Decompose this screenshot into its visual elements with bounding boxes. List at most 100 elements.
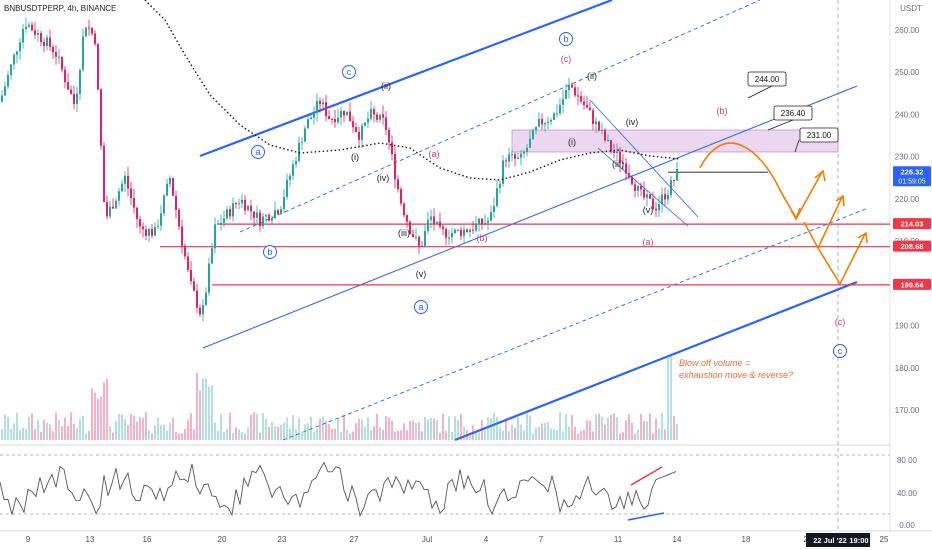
candle-body xyxy=(373,109,375,115)
volume-bar xyxy=(115,420,117,440)
candle-body xyxy=(262,216,264,227)
candle-body xyxy=(565,90,567,99)
candle-body xyxy=(109,206,111,217)
candle-body xyxy=(667,194,669,200)
volume-bar xyxy=(607,417,609,440)
candle-body xyxy=(340,110,342,118)
candle-body xyxy=(202,304,204,315)
callout-231[interactable]: 231.00 xyxy=(794,127,839,153)
candle-body xyxy=(514,154,516,159)
candle-body xyxy=(493,205,495,213)
candle-body xyxy=(568,84,570,91)
volume-bar xyxy=(661,412,663,440)
volume-bar xyxy=(112,432,114,440)
volume-bar xyxy=(649,413,651,440)
volume-bar xyxy=(136,421,138,440)
volume-bar xyxy=(43,419,45,440)
candle-body xyxy=(487,220,489,224)
time-tick-label: 23 xyxy=(278,535,287,544)
price-tick-label: 240.00 xyxy=(895,110,920,119)
wave-label-circle xyxy=(251,145,265,159)
candle-body xyxy=(664,194,666,200)
volume-bar xyxy=(370,430,372,440)
volume-bar xyxy=(298,417,300,440)
volume-bar xyxy=(334,428,336,440)
volume-bar xyxy=(349,433,351,440)
candle-body xyxy=(256,212,258,218)
candle-body xyxy=(100,89,102,146)
volume-bar xyxy=(565,414,567,440)
candle-body xyxy=(655,208,657,211)
candle-body xyxy=(73,93,75,104)
candle-body xyxy=(193,281,195,291)
volume-bar xyxy=(148,430,150,440)
price-tick-label: 180.00 xyxy=(895,364,920,373)
candle-body xyxy=(574,87,576,96)
volume-bar xyxy=(532,433,534,440)
candle-body xyxy=(244,199,246,211)
volume-bar xyxy=(295,429,297,440)
candle-body xyxy=(76,93,78,104)
candle-body xyxy=(460,229,462,236)
callout-244[interactable]: 244.00 xyxy=(747,71,787,99)
candle-body xyxy=(532,130,534,139)
candle-body xyxy=(331,118,333,120)
volume-bar xyxy=(28,416,30,440)
rsi-line xyxy=(0,461,677,518)
volume-bar xyxy=(658,428,660,440)
candle-body xyxy=(112,206,114,209)
candle-body xyxy=(319,100,321,105)
candle-body xyxy=(175,195,177,210)
volume-bar xyxy=(280,424,282,440)
candle-body xyxy=(226,209,228,219)
volume-bar xyxy=(523,430,525,440)
candle-body xyxy=(562,98,564,105)
price-tick-label: 170.00 xyxy=(895,406,920,415)
volume-bar xyxy=(571,414,573,440)
date-marker-time: 19:00 xyxy=(849,536,868,545)
price-badge-countdown: 01:59:05 xyxy=(898,179,925,186)
wave-label: (i) xyxy=(568,137,576,147)
candle-body xyxy=(607,140,609,142)
volume-bar xyxy=(388,417,390,440)
volume-bar xyxy=(313,432,315,440)
price-badge-value: 226.32 xyxy=(901,168,924,177)
volume-bar xyxy=(613,413,615,440)
volume-bar xyxy=(316,428,318,440)
candle-body xyxy=(133,198,135,208)
candle-body xyxy=(490,212,492,221)
volume-bar xyxy=(208,386,210,440)
time-axis[interactable]: 91316202327Jul47111418212522 Jul '2219:0… xyxy=(26,533,889,547)
callout-236[interactable]: 236.40 xyxy=(767,105,813,131)
candle-body xyxy=(328,116,330,119)
wave-label: a xyxy=(255,147,260,157)
candle-body xyxy=(307,119,309,129)
volume-bar xyxy=(604,424,606,440)
candle-body xyxy=(640,185,642,190)
rsi-axis: 80.00 40.00 0.00 xyxy=(897,456,918,530)
candle-body xyxy=(166,183,168,196)
rsi-support-line xyxy=(627,512,665,521)
lower-channel-line xyxy=(454,280,858,442)
candle-body xyxy=(658,204,660,211)
wave-label: (ii) xyxy=(381,81,391,91)
support-lines xyxy=(160,171,890,286)
candle-body xyxy=(370,109,372,119)
candle-body xyxy=(214,224,216,249)
candle-body xyxy=(145,229,147,236)
volume-bar xyxy=(73,423,75,440)
candle-body xyxy=(118,191,120,201)
candle-body xyxy=(163,195,165,214)
candle-body xyxy=(271,218,273,221)
volume-bar xyxy=(49,424,51,440)
candle-body xyxy=(598,121,600,131)
candle-body xyxy=(136,207,138,220)
candle-body xyxy=(292,164,294,176)
candle-body xyxy=(583,101,585,105)
wave-label-circle xyxy=(342,65,356,79)
candle-body xyxy=(172,177,174,196)
volume-bar xyxy=(628,414,630,440)
candle-body xyxy=(676,168,678,181)
